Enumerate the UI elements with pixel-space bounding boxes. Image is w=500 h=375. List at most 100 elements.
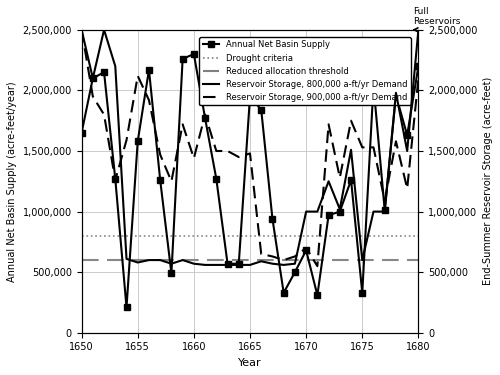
Annual Net Basin Supply [101, 70, 107, 75]
Annual Net Basin Supply [326, 213, 332, 217]
Annual Net Basin Supply [168, 271, 174, 276]
Reservoir Storage, 800,000 a-ft/yr Demand [337, 207, 343, 212]
Annual Net Basin Supply [370, 83, 376, 88]
Reservoir Storage, 900,000 a-ft/yr Demand [416, 76, 422, 81]
Reservoir Storage, 800,000 a-ft/yr Demand [157, 258, 163, 262]
Reservoir Storage, 800,000 a-ft/yr Demand [303, 209, 309, 214]
Reservoir Storage, 800,000 a-ft/yr Demand [348, 147, 354, 152]
Annual Net Basin Supply [180, 57, 186, 61]
Reservoir Storage, 800,000 a-ft/yr Demand [168, 261, 174, 266]
Text: Full
Reservoirs: Full Reservoirs [413, 7, 460, 26]
Reservoir Storage, 900,000 a-ft/yr Demand [191, 156, 197, 160]
Annual Net Basin Supply [258, 108, 264, 112]
Reservoir Storage, 800,000 a-ft/yr Demand [292, 261, 298, 266]
Reservoir Storage, 800,000 a-ft/yr Demand [112, 64, 118, 68]
Annual Net Basin Supply [134, 139, 140, 144]
Reservoir Storage, 900,000 a-ft/yr Demand [224, 149, 230, 153]
Annual Net Basin Supply [348, 178, 354, 182]
Annual Net Basin Supply [247, 94, 253, 99]
Reservoir Storage, 900,000 a-ft/yr Demand [258, 252, 264, 256]
Reservoir Storage, 800,000 a-ft/yr Demand [280, 262, 286, 267]
Reservoir Storage, 900,000 a-ft/yr Demand [360, 145, 366, 150]
Reservoir Storage, 900,000 a-ft/yr Demand [247, 151, 253, 156]
Annual Net Basin Supply [393, 93, 399, 98]
Annual Net Basin Supply [191, 52, 197, 56]
Reservoir Storage, 900,000 a-ft/yr Demand [214, 149, 220, 153]
Reservoir Storage, 900,000 a-ft/yr Demand [90, 94, 96, 99]
Reservoir Storage, 800,000 a-ft/yr Demand [101, 27, 107, 32]
Annual Net Basin Supply [146, 68, 152, 72]
X-axis label: Year: Year [238, 358, 262, 368]
Reservoir Storage, 800,000 a-ft/yr Demand [236, 262, 242, 267]
Reservoir Storage, 900,000 a-ft/yr Demand [168, 179, 174, 183]
Annual Net Basin Supply [90, 76, 96, 81]
Reservoir Storage, 800,000 a-ft/yr Demand [370, 209, 376, 214]
Annual Net Basin Supply [202, 116, 208, 120]
Line: Annual Net Basin Supply: Annual Net Basin Supply [79, 51, 421, 310]
Annual Net Basin Supply [270, 217, 276, 221]
Reservoir Storage, 900,000 a-ft/yr Demand [270, 254, 276, 259]
Reservoir Storage, 900,000 a-ft/yr Demand [112, 178, 118, 182]
Annual Net Basin Supply [314, 293, 320, 297]
Y-axis label: End-Summer Reservoir Storage (acre-feet): End-Summer Reservoir Storage (acre-feet) [483, 77, 493, 285]
Reservoir Storage, 900,000 a-ft/yr Demand [124, 138, 130, 142]
Reservoir Storage, 900,000 a-ft/yr Demand [404, 186, 410, 191]
Reservoir Storage, 900,000 a-ft/yr Demand [280, 258, 286, 262]
Reservoir Storage, 900,000 a-ft/yr Demand [382, 198, 388, 203]
Reservoir Storage, 800,000 a-ft/yr Demand [134, 260, 140, 265]
Reservoir Storage, 900,000 a-ft/yr Demand [326, 122, 332, 127]
Reservoir Storage, 900,000 a-ft/yr Demand [180, 122, 186, 127]
Reservoir Storage, 800,000 a-ft/yr Demand [90, 76, 96, 81]
Line: Reservoir Storage, 800,000 a-ft/yr Demand: Reservoir Storage, 800,000 a-ft/yr Deman… [82, 30, 418, 265]
Reservoir Storage, 900,000 a-ft/yr Demand [348, 118, 354, 123]
Annual Net Basin Supply [124, 305, 130, 310]
Reservoir Storage, 900,000 a-ft/yr Demand [134, 74, 140, 78]
Reservoir Storage, 800,000 a-ft/yr Demand [360, 258, 366, 262]
Annual Net Basin Supply [280, 291, 286, 295]
Reservoir Storage, 900,000 a-ft/yr Demand [337, 176, 343, 180]
Annual Net Basin Supply [78, 130, 84, 135]
Reservoir Storage, 900,000 a-ft/yr Demand [370, 145, 376, 150]
Reservoir Storage, 800,000 a-ft/yr Demand [78, 27, 84, 32]
Annual Net Basin Supply [214, 177, 220, 181]
Reservoir Storage, 800,000 a-ft/yr Demand [326, 179, 332, 183]
Annual Net Basin Supply [360, 291, 366, 295]
Reservoir Storage, 800,000 a-ft/yr Demand [416, 27, 422, 32]
Reservoir Storage, 800,000 a-ft/yr Demand [270, 261, 276, 266]
Annual Net Basin Supply [112, 177, 118, 181]
Annual Net Basin Supply [236, 261, 242, 266]
Annual Net Basin Supply [404, 133, 410, 138]
Reservoir Storage, 800,000 a-ft/yr Demand [124, 256, 130, 261]
Annual Net Basin Supply [224, 261, 230, 266]
Reservoir Storage, 800,000 a-ft/yr Demand [180, 258, 186, 262]
Reservoir Storage, 800,000 a-ft/yr Demand [382, 209, 388, 214]
Annual Net Basin Supply [303, 248, 309, 253]
Reservoir Storage, 900,000 a-ft/yr Demand [78, 27, 84, 32]
Reservoir Storage, 900,000 a-ft/yr Demand [314, 264, 320, 268]
Y-axis label: Annual Net Basin Supply (acre-feet/year): Annual Net Basin Supply (acre-feet/year) [7, 81, 17, 282]
Annual Net Basin Supply [416, 64, 422, 68]
Reservoir Storage, 900,000 a-ft/yr Demand [157, 152, 163, 157]
Reservoir Storage, 800,000 a-ft/yr Demand [214, 262, 220, 267]
Legend: Annual Net Basin Supply, Drought criteria, Reduced allocation threshold, Reservo: Annual Net Basin Supply, Drought criteri… [200, 37, 411, 105]
Reservoir Storage, 900,000 a-ft/yr Demand [393, 139, 399, 144]
Reservoir Storage, 900,000 a-ft/yr Demand [236, 155, 242, 159]
Reservoir Storage, 900,000 a-ft/yr Demand [146, 98, 152, 102]
Reservoir Storage, 800,000 a-ft/yr Demand [247, 262, 253, 267]
Reservoir Storage, 800,000 a-ft/yr Demand [146, 258, 152, 262]
Reservoir Storage, 900,000 a-ft/yr Demand [101, 112, 107, 117]
Reservoir Storage, 800,000 a-ft/yr Demand [191, 261, 197, 266]
Reservoir Storage, 900,000 a-ft/yr Demand [303, 246, 309, 250]
Reservoir Storage, 900,000 a-ft/yr Demand [292, 254, 298, 259]
Reservoir Storage, 800,000 a-ft/yr Demand [314, 209, 320, 214]
Reservoir Storage, 800,000 a-ft/yr Demand [393, 91, 399, 95]
Annual Net Basin Supply [337, 209, 343, 214]
Annual Net Basin Supply [157, 178, 163, 182]
Reservoir Storage, 900,000 a-ft/yr Demand [202, 112, 208, 117]
Reservoir Storage, 800,000 a-ft/yr Demand [258, 259, 264, 264]
Reservoir Storage, 800,000 a-ft/yr Demand [224, 262, 230, 267]
Reservoir Storage, 800,000 a-ft/yr Demand [202, 262, 208, 267]
Line: Reservoir Storage, 900,000 a-ft/yr Demand: Reservoir Storage, 900,000 a-ft/yr Deman… [82, 30, 418, 266]
Annual Net Basin Supply [382, 208, 388, 213]
Reservoir Storage, 800,000 a-ft/yr Demand [404, 149, 410, 153]
